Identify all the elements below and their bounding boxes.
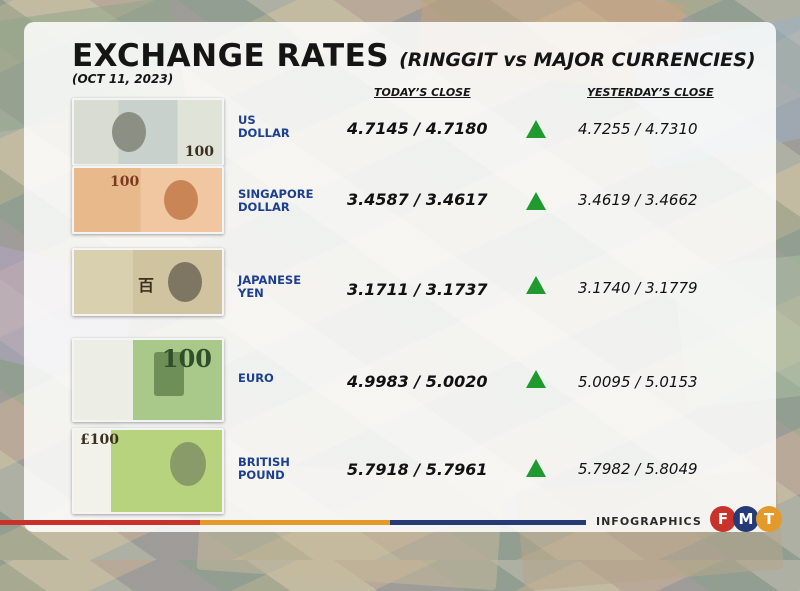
up-arrow-icon	[526, 192, 546, 210]
banknote-archway	[154, 352, 184, 396]
up-arrow-icon	[526, 459, 546, 477]
today-close-value: 5.7918 / 5.7961	[347, 460, 488, 479]
up-arrow-icon	[526, 370, 546, 388]
gbp-banknote-image: £100	[72, 428, 224, 514]
currency-row-gbp: £100 BRITISH POUND 5.7918 / 5.7961 5.798…	[0, 428, 800, 514]
footer-stripe-orange	[200, 520, 390, 525]
banknote-denomination: 100	[184, 144, 214, 160]
jpy-banknote-image: 百	[72, 248, 224, 316]
banknote-portrait	[168, 262, 202, 302]
currency-row-usd: 100 US DOLLAR 4.7145 / 4.7180 4.7255 / 4…	[0, 96, 800, 182]
currency-name: BRITISH POUND	[238, 456, 328, 482]
currency-name-line2: POUND	[238, 468, 285, 482]
currency-name: JAPANESE YEN	[238, 274, 328, 300]
banknote-portrait	[112, 112, 146, 152]
currency-name-line1: JAPANESE	[238, 273, 302, 287]
yesterday-close-value: 4.7255 / 4.7310	[578, 120, 698, 138]
currency-name-line1: BRITISH	[238, 455, 290, 469]
column-header-yesterday: YESTERDAY’S CLOSE	[587, 86, 714, 99]
title-row: EXCHANGE RATES (RINGGIT vs MAJOR CURRENC…	[72, 38, 756, 74]
logo-letter-t: T	[756, 506, 782, 532]
banknote-portrait	[164, 180, 198, 220]
logo-letter-m: M	[733, 506, 759, 532]
currency-name-line2: DOLLAR	[238, 126, 290, 140]
today-close-value: 3.1711 / 3.1737	[347, 280, 488, 299]
currency-row-jpy: 百 JAPANESE YEN 3.1711 / 3.1737 3.1740 / …	[0, 248, 800, 334]
up-arrow-icon	[526, 120, 546, 138]
up-arrow-icon	[526, 276, 546, 294]
report-date: (OCT 11, 2023)	[72, 72, 174, 86]
banknote-denomination: £100	[80, 432, 119, 448]
currency-name-line1: SINGAPORE	[238, 187, 314, 201]
footer-stripe-navy	[390, 520, 586, 525]
footer-stripe-red	[0, 520, 200, 525]
eur-banknote-image: 100	[72, 338, 224, 422]
banknote-portrait	[170, 442, 206, 486]
column-header-today: TODAY’S CLOSE	[374, 86, 471, 99]
fmt-logo: F M T	[710, 506, 782, 532]
yesterday-close-value: 3.4619 / 3.4662	[578, 191, 698, 209]
today-close-value: 4.9983 / 5.0020	[347, 372, 488, 391]
today-close-value: 3.4587 / 3.4617	[347, 190, 488, 209]
currency-name-line1: US	[238, 113, 256, 127]
currency-name: SINGAPORE DOLLAR	[238, 188, 328, 214]
banknote-denomination: 100	[110, 174, 140, 190]
infographics-label: INFOGRAPHICS	[596, 515, 702, 528]
logo-letter-f: F	[710, 506, 736, 532]
usd-banknote-image: 100	[72, 98, 224, 166]
sgd-banknote-image: 100	[72, 166, 224, 234]
today-close-value: 4.7145 / 4.7180	[347, 119, 488, 138]
currency-name: US DOLLAR	[238, 114, 328, 140]
yesterday-close-value: 5.7982 / 5.8049	[578, 460, 698, 478]
currency-row-eur: 100 EURO 4.9983 / 5.0020 5.0095 / 5.0153	[0, 338, 800, 424]
page-subtitle: (RINGGIT vs MAJOR CURRENCIES)	[399, 49, 756, 71]
currency-name-line2: YEN	[238, 286, 264, 300]
banknote-denomination: 百	[138, 276, 155, 295]
yesterday-close-value: 5.0095 / 5.0153	[578, 373, 698, 391]
currency-name-line2: DOLLAR	[238, 200, 290, 214]
currency-row-sgd: 100 SINGAPORE DOLLAR 3.4587 / 3.4617 3.4…	[0, 164, 800, 250]
banknote-denomination: 100	[161, 344, 212, 373]
page-title: EXCHANGE RATES	[72, 38, 390, 74]
currency-name-line1: EURO	[238, 371, 274, 385]
yesterday-close-value: 3.1740 / 3.1779	[578, 279, 698, 297]
currency-name: EURO	[238, 372, 328, 385]
